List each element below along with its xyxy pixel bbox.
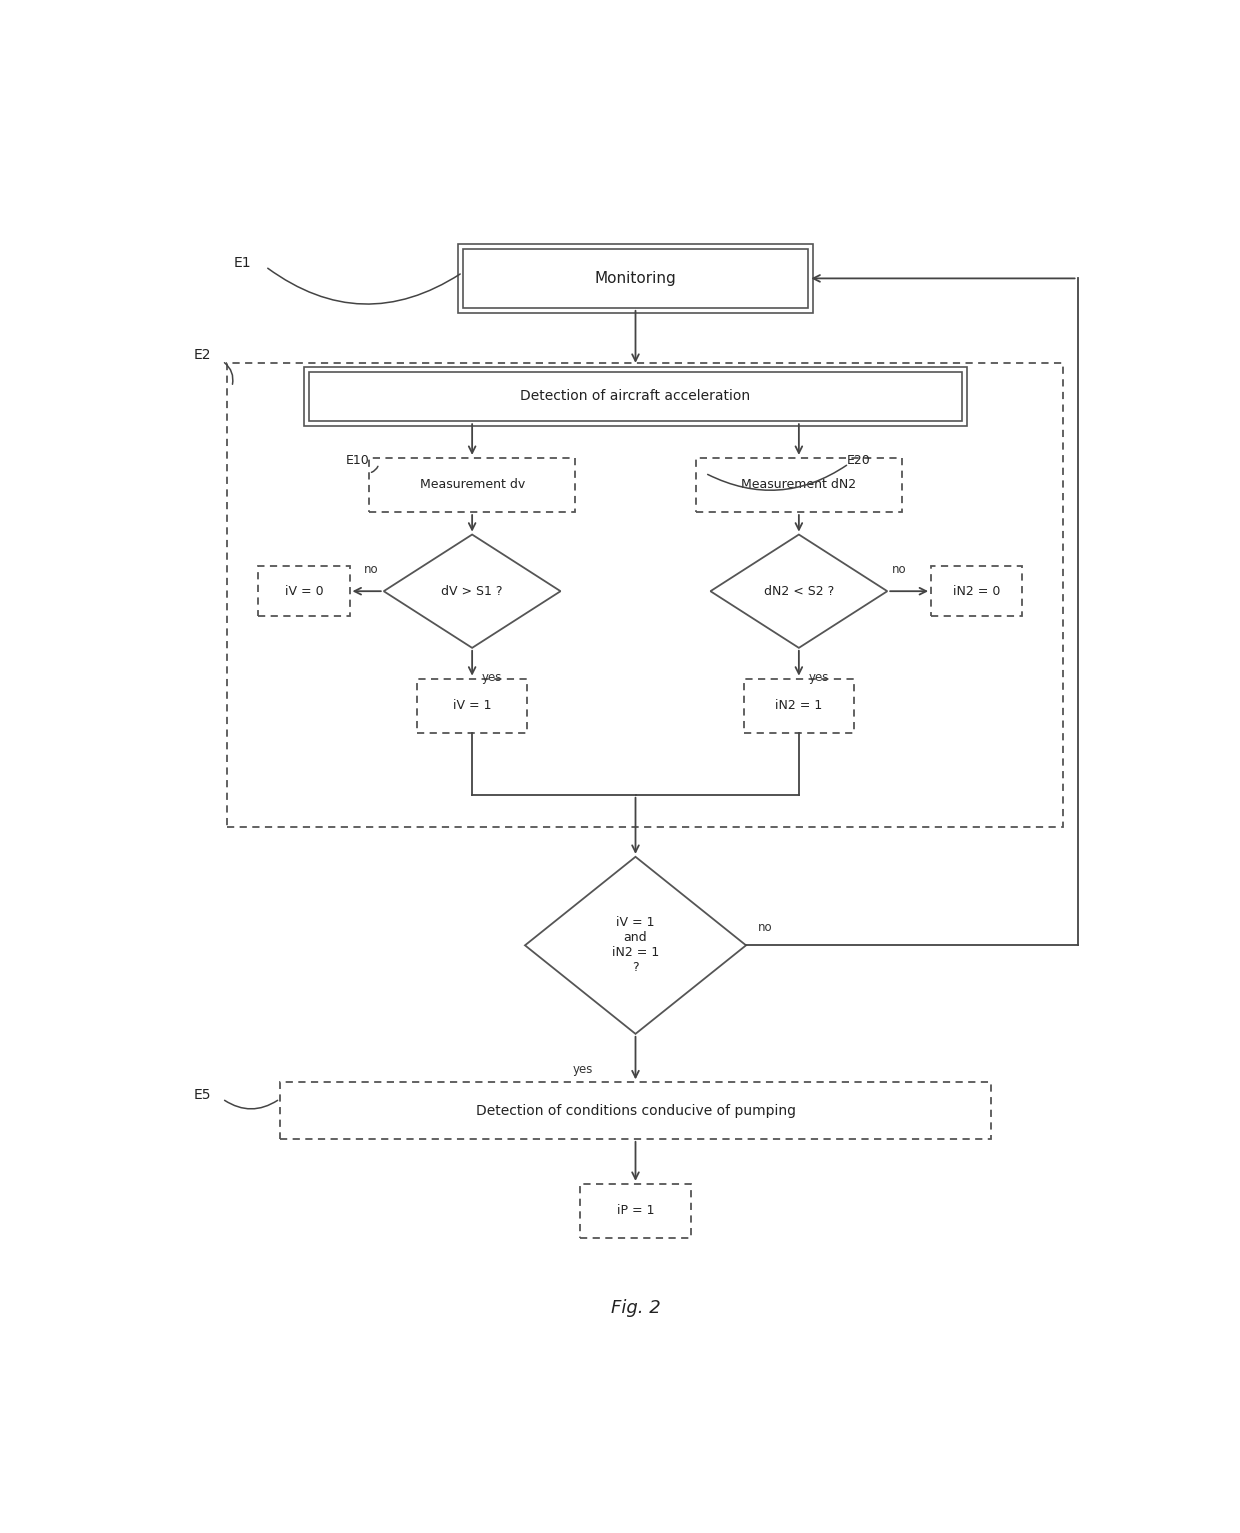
Text: E20: E20: [847, 454, 870, 466]
Text: E10: E10: [345, 454, 370, 466]
Text: E2: E2: [193, 348, 211, 362]
Text: iN2 = 0: iN2 = 0: [954, 584, 1001, 598]
Text: no: no: [892, 564, 906, 576]
Text: yes: yes: [481, 671, 502, 684]
Bar: [227, 363, 1063, 828]
Text: Fig. 2: Fig. 2: [610, 1298, 661, 1317]
Text: Detection of aircraft acceleration: Detection of aircraft acceleration: [521, 389, 750, 403]
Text: iV = 0: iV = 0: [285, 584, 324, 598]
Text: iN2 = 1: iN2 = 1: [775, 699, 822, 713]
Bar: [744, 679, 854, 733]
Text: Measurement dN2: Measurement dN2: [742, 478, 857, 492]
Bar: [458, 244, 813, 313]
Text: yes: yes: [808, 671, 828, 684]
Bar: [696, 458, 903, 512]
Bar: [463, 248, 808, 308]
Bar: [931, 566, 1022, 616]
Text: dV > S1 ?: dV > S1 ?: [441, 584, 503, 598]
Text: iV = 1: iV = 1: [453, 699, 491, 713]
Text: E5: E5: [193, 1088, 211, 1102]
Bar: [258, 566, 350, 616]
Bar: [280, 1082, 991, 1139]
Text: no: no: [758, 921, 773, 934]
Text: Monitoring: Monitoring: [595, 271, 676, 285]
Text: iV = 1
and
iN2 = 1
?: iV = 1 and iN2 = 1 ?: [611, 917, 660, 975]
Text: dN2 < S2 ?: dN2 < S2 ?: [764, 584, 835, 598]
Bar: [309, 371, 962, 422]
Text: Detection of conditions conducive of pumping: Detection of conditions conducive of pum…: [475, 1104, 796, 1118]
Bar: [580, 1183, 691, 1239]
Text: Measurement dv: Measurement dv: [419, 478, 525, 492]
Bar: [417, 679, 527, 733]
Bar: [368, 458, 575, 512]
Text: yes: yes: [573, 1064, 594, 1076]
Text: E1: E1: [234, 256, 252, 270]
Text: no: no: [365, 564, 379, 576]
Bar: [304, 366, 967, 426]
Text: iP = 1: iP = 1: [616, 1205, 655, 1217]
